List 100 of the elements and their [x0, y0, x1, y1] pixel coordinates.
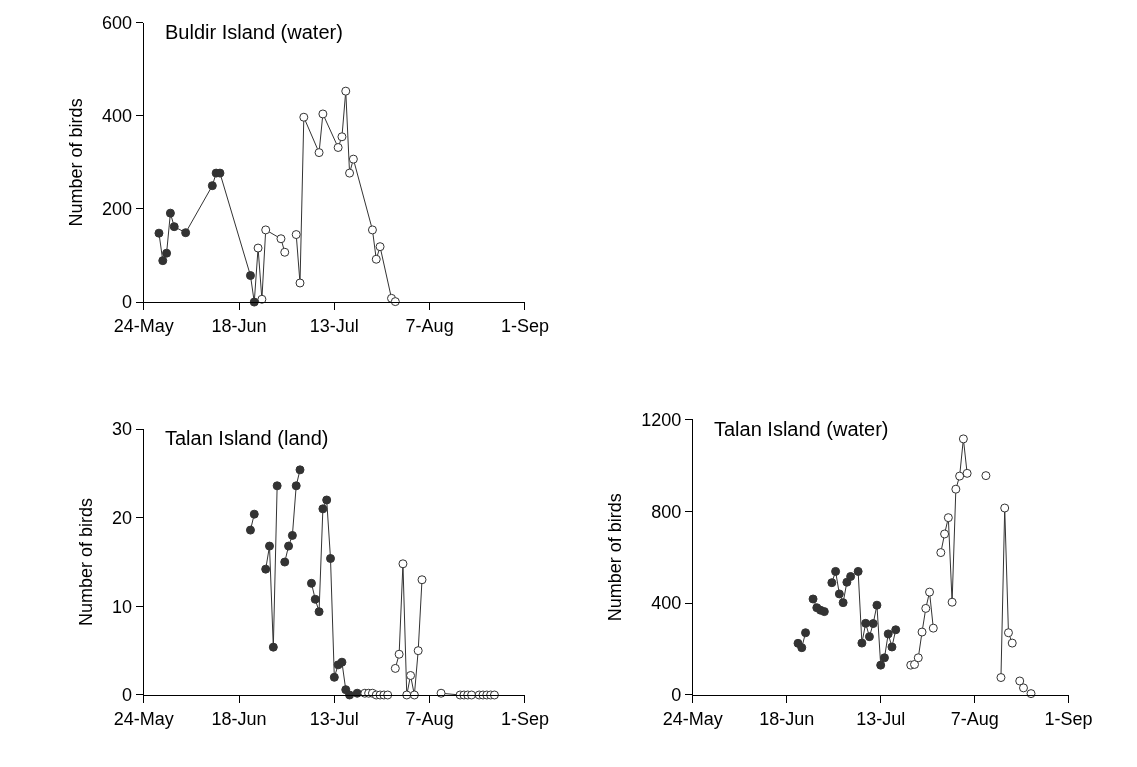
point — [345, 168, 355, 178]
point — [329, 672, 339, 682]
point — [280, 557, 290, 567]
point — [299, 112, 309, 122]
point — [887, 642, 897, 652]
point — [827, 578, 837, 588]
y-tick-label: 600 — [102, 13, 133, 33]
point — [383, 690, 393, 700]
y-tick-label: 400 — [102, 106, 133, 127]
point — [245, 271, 255, 281]
point — [857, 638, 867, 648]
y-axis-title: Number of birds — [66, 98, 87, 227]
point — [917, 627, 927, 637]
x-tick-label: 18-Jun — [211, 708, 267, 729]
y-tick-label: 400 — [651, 593, 682, 614]
point — [158, 256, 168, 266]
point — [310, 594, 320, 604]
point — [333, 142, 343, 152]
point — [808, 594, 818, 604]
point — [834, 589, 844, 599]
point — [181, 228, 191, 238]
point — [872, 600, 882, 610]
x-tick-label: 13-Jul — [856, 708, 906, 729]
point — [295, 465, 305, 475]
point — [306, 578, 316, 588]
point — [280, 247, 290, 257]
y-tick-label: 30 — [112, 419, 133, 440]
point — [838, 598, 848, 608]
point — [291, 481, 301, 491]
y-tick-label: 1200 — [641, 409, 682, 430]
point — [883, 629, 893, 639]
point — [846, 571, 856, 581]
point — [1019, 683, 1028, 693]
point — [996, 673, 1006, 683]
point — [943, 513, 953, 523]
x-tick-label: 13-Jul — [309, 315, 359, 336]
point — [322, 495, 332, 505]
point — [861, 618, 871, 628]
point — [348, 154, 358, 164]
chart-title: Talan Island (water) — [714, 418, 889, 440]
point — [341, 86, 351, 96]
point — [284, 541, 294, 551]
point — [398, 559, 408, 569]
point — [367, 225, 377, 235]
point — [947, 597, 957, 607]
y-tick-label: 10 — [112, 596, 133, 617]
y-tick-label: 0 — [671, 685, 682, 706]
point — [801, 628, 811, 638]
point — [318, 504, 328, 514]
point — [371, 254, 381, 264]
point — [207, 181, 217, 191]
x-tick-label: 18-Jun — [211, 315, 267, 336]
point — [314, 148, 324, 158]
point — [295, 278, 305, 288]
point — [921, 603, 931, 613]
y-axis-title: Number of birds — [605, 493, 626, 622]
y-tick-label: 200 — [102, 199, 133, 220]
point — [962, 468, 972, 478]
point — [958, 434, 968, 444]
point — [406, 671, 416, 680]
point — [261, 564, 271, 574]
x-tick-label: 7-Aug — [950, 708, 999, 729]
point — [853, 566, 863, 576]
point — [318, 109, 328, 119]
point — [864, 632, 874, 642]
point — [257, 294, 267, 304]
point — [394, 649, 404, 659]
x-tick-label: 18-Jun — [759, 708, 815, 729]
point — [337, 132, 347, 142]
x-tick-label: 13-Jul — [309, 708, 359, 729]
point — [162, 248, 172, 258]
point — [436, 688, 446, 698]
point — [314, 607, 324, 617]
x-tick-label: 1-Sep — [500, 315, 549, 336]
point — [261, 225, 271, 235]
point — [413, 646, 423, 656]
x-tick-label: 1-Sep — [500, 708, 549, 729]
point — [276, 234, 286, 244]
point — [1007, 638, 1017, 648]
point — [928, 623, 938, 633]
point — [390, 297, 400, 307]
point — [390, 663, 400, 673]
point — [879, 653, 889, 663]
point — [925, 587, 935, 597]
point — [417, 575, 427, 585]
chart-title: Buldir Island (water) — [165, 21, 343, 43]
point — [154, 228, 164, 238]
point — [876, 660, 886, 670]
point — [337, 657, 347, 667]
point — [1003, 628, 1013, 638]
point — [868, 619, 878, 629]
point — [268, 642, 278, 652]
x-tick-label: 7-Aug — [405, 315, 454, 336]
point — [287, 530, 297, 540]
point — [891, 625, 901, 635]
point — [797, 643, 807, 653]
point — [165, 208, 175, 218]
point — [951, 484, 961, 494]
x-tick-label: 24-May — [662, 708, 723, 729]
point — [913, 653, 923, 663]
